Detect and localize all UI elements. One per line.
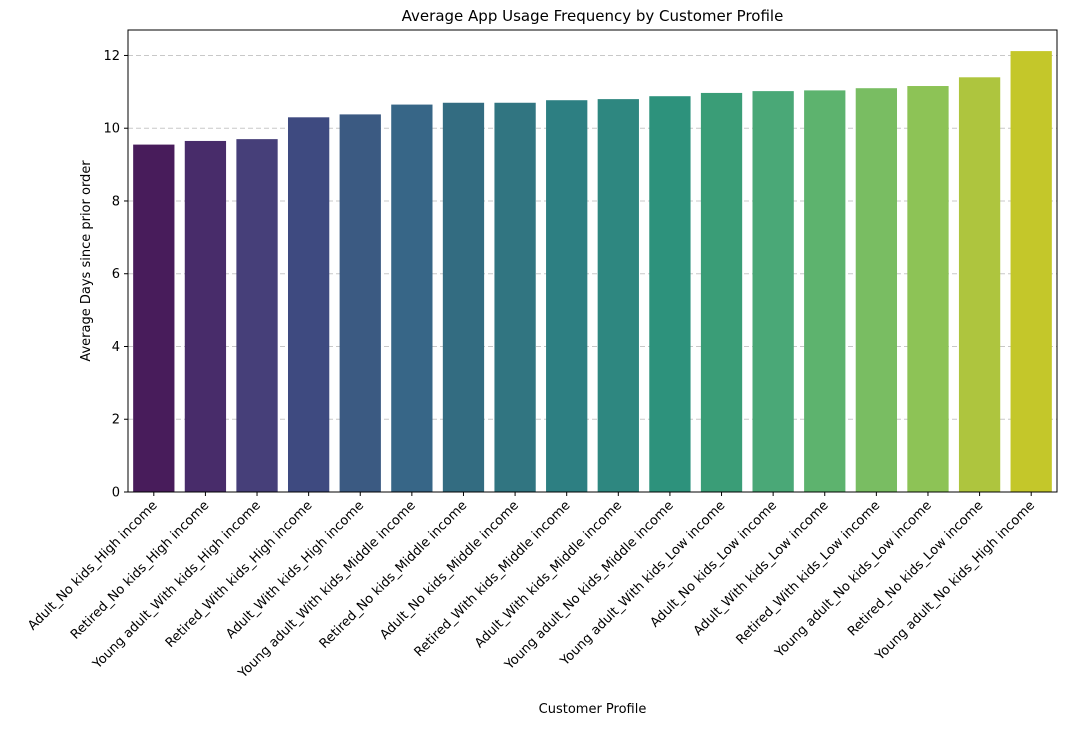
y-tick-label: 2 xyxy=(112,413,120,428)
bar xyxy=(597,99,639,493)
bar xyxy=(442,102,485,492)
bar xyxy=(391,104,433,493)
x-axis-label: Customer Profile xyxy=(539,702,647,717)
bar xyxy=(1010,51,1052,492)
bar xyxy=(236,139,278,493)
bar xyxy=(339,114,381,492)
x-tick-label: Young adult_With kids_Middle income xyxy=(235,498,419,682)
y-tick-label: 10 xyxy=(103,122,120,137)
bar xyxy=(958,77,1001,493)
gridlines xyxy=(128,54,1057,420)
axes xyxy=(127,29,1058,493)
bar xyxy=(649,96,691,492)
bars xyxy=(133,51,1052,493)
chart-title: Average App Usage Frequency by Customer … xyxy=(402,7,784,25)
y-tick-label: 6 xyxy=(112,267,120,282)
y-axis-ticks: 0 2 4 6 8 10 12 xyxy=(103,49,128,501)
bar xyxy=(287,117,330,493)
bar xyxy=(804,90,846,493)
y-axis-label: Average Days since prior order xyxy=(79,160,94,362)
y-tick-label: 4 xyxy=(112,340,120,355)
bar xyxy=(752,91,794,492)
bar xyxy=(184,140,227,492)
plot-frame xyxy=(127,29,1058,493)
bar xyxy=(855,88,898,493)
bar xyxy=(907,86,949,493)
bar xyxy=(494,102,536,492)
bar xyxy=(133,144,175,492)
bar xyxy=(700,92,743,492)
y-tick-label: 0 xyxy=(112,486,120,501)
y-tick-label: 8 xyxy=(112,194,120,209)
bar xyxy=(546,100,588,493)
y-tick-label: 12 xyxy=(103,49,120,64)
